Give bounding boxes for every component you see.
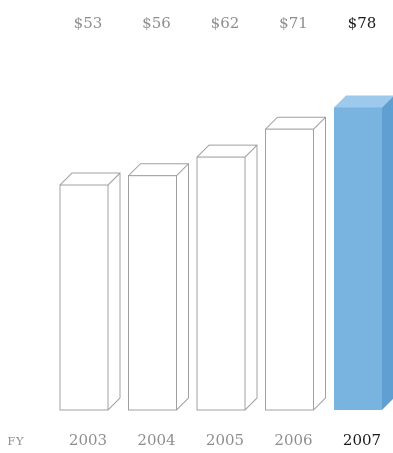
value-label-2005: $62 bbox=[211, 14, 240, 32]
bar-top-face bbox=[334, 95, 393, 108]
bar-front-face bbox=[334, 107, 382, 410]
bar-2004 bbox=[128, 163, 189, 411]
year-label-2005: 2005 bbox=[206, 431, 244, 449]
x-axis-prefix-label: FY bbox=[8, 435, 25, 448]
bar-2005 bbox=[196, 144, 258, 411]
year-label-2006: 2006 bbox=[274, 431, 312, 449]
year-label-2003: 2003 bbox=[69, 431, 107, 449]
bar-front-face bbox=[59, 184, 109, 411]
value-label-2004: $56 bbox=[142, 14, 171, 32]
bars-layer bbox=[59, 95, 393, 411]
bar-side-face bbox=[244, 144, 258, 411]
value-labels-layer: $53 $56 $62 $71 $78 bbox=[74, 14, 377, 32]
year-labels-layer: FY 2003 2004 2005 2006 2007 bbox=[8, 431, 382, 449]
bar-front-face bbox=[128, 175, 177, 411]
value-label-2007: $78 bbox=[348, 14, 377, 32]
bar-2007 bbox=[334, 95, 393, 410]
value-label-2006: $71 bbox=[279, 14, 308, 32]
bar-2003 bbox=[59, 172, 121, 411]
bar-front-face bbox=[196, 156, 246, 411]
year-label-2007: 2007 bbox=[343, 431, 381, 449]
bar-side-face bbox=[382, 96, 393, 410]
bar-front-face bbox=[265, 128, 314, 411]
bar-side-face bbox=[313, 116, 326, 411]
bar-side-face bbox=[176, 163, 189, 411]
year-label-2004: 2004 bbox=[137, 431, 175, 449]
value-label-2003: $53 bbox=[74, 14, 103, 32]
bar-side-face bbox=[107, 172, 121, 411]
bar-2006 bbox=[265, 116, 326, 411]
